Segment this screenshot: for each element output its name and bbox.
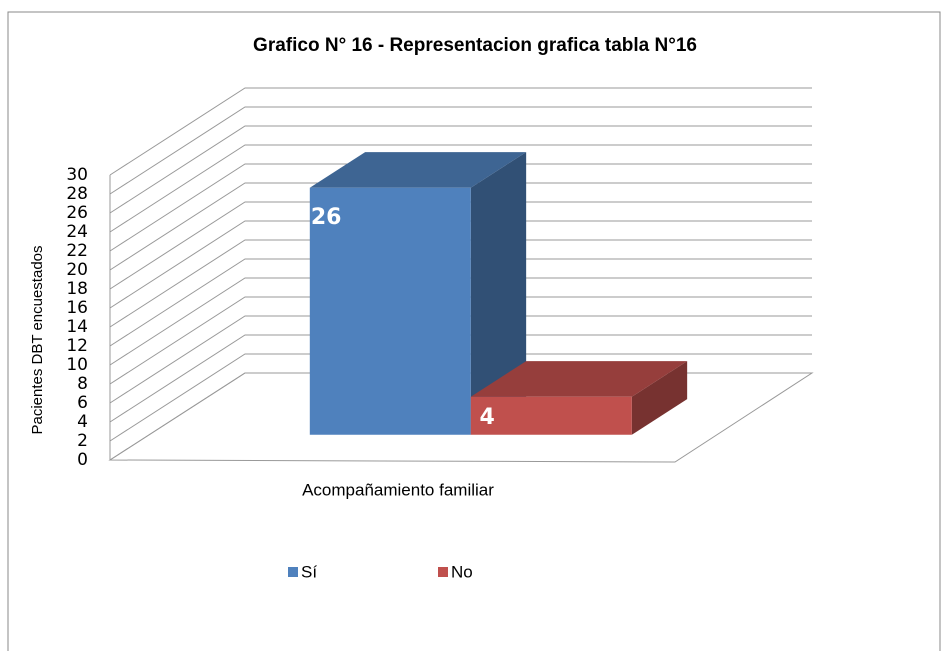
y-tick-label: 16	[66, 298, 88, 318]
bar-top	[309, 152, 527, 188]
bar-front	[470, 396, 632, 435]
y-tick-label: 24	[66, 222, 88, 242]
y-tick-label: 30	[66, 165, 88, 185]
bar	[470, 361, 688, 435]
grid-line	[109, 296, 812, 385]
bar-side	[631, 361, 688, 435]
chart-title: Grafico N° 16 - Representacion grafica t…	[253, 35, 697, 56]
y-tick-label: 10	[66, 355, 88, 375]
data-label: 26	[311, 205, 342, 230]
legend-label: Sí	[301, 562, 317, 581]
grid-line	[109, 201, 812, 290]
bar-side	[470, 152, 527, 435]
y-tick-label: 8	[77, 374, 88, 394]
grid-line	[109, 144, 812, 233]
legend-swatch	[288, 567, 298, 577]
y-axis-label: Pacientes DBT encuestados	[29, 245, 46, 434]
y-tick-label: 20	[66, 260, 88, 280]
grid-line	[109, 334, 812, 423]
bar-top	[470, 361, 688, 397]
grid-line	[109, 239, 812, 328]
y-tick-label: 22	[66, 241, 88, 261]
grid-line	[109, 315, 812, 404]
grid-line	[109, 106, 812, 195]
y-tick-label: 2	[77, 431, 88, 451]
grid-line	[109, 258, 812, 347]
y-tick-label: 4	[77, 412, 88, 432]
grid-line	[109, 277, 812, 366]
grid-line	[109, 220, 812, 309]
y-tick-label: 12	[66, 336, 88, 356]
y-tick-label: 26	[66, 203, 88, 223]
grid-line	[109, 353, 812, 442]
grid-line	[109, 125, 812, 214]
y-tick-label: 28	[66, 184, 88, 204]
y-tick-label: 6	[77, 393, 88, 413]
grid-line	[109, 87, 812, 176]
y-tick-label: 18	[66, 279, 88, 299]
data-label: 4	[479, 405, 494, 430]
grid-line	[109, 182, 812, 271]
bar	[309, 152, 527, 435]
y-tick-label: 0	[77, 450, 88, 470]
bar-front	[309, 187, 471, 435]
legend-label: No	[451, 562, 473, 581]
grid-line	[109, 163, 812, 252]
x-tick-label: Acompañamiento familiar	[302, 480, 494, 499]
legend-swatch	[438, 567, 448, 577]
y-tick-label: 14	[66, 317, 88, 337]
